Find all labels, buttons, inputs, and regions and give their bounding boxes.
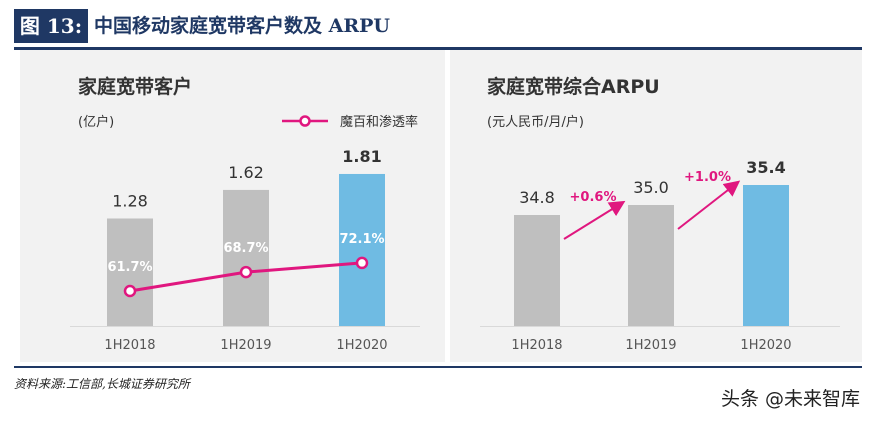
- bar-value-label: 1.81: [342, 147, 381, 166]
- bar-1H2020: [743, 185, 789, 326]
- bar-value-label: 35.4: [746, 158, 785, 177]
- chart-title: 家庭宽带综合ARPU: [487, 75, 660, 98]
- watermark-text: 头条 @未来智库: [720, 388, 860, 410]
- x-tick-label: 1H2018: [104, 338, 155, 353]
- y-axis-unit: (亿户): [78, 114, 114, 130]
- x-tick-label: 1H2018: [511, 338, 562, 353]
- y-axis-unit: (元人民币/月/户): [487, 114, 584, 130]
- x-tick-label: 1H2019: [625, 338, 676, 353]
- x-tick-label: 1H2020: [740, 338, 791, 353]
- broadband-customers-chart: 家庭宽带客户 (亿户) 魔百和渗透率 1.28 1H2018 1.62 1H2019 1.81…: [20, 50, 445, 362]
- bottom-rule: [14, 366, 862, 368]
- penetration-point: [123, 284, 137, 298]
- source-note: 资料来源:工信部,长城证券研究所: [14, 377, 190, 391]
- figure-header: 图 13: 中国移动家庭宽带客户数及 ARPU: [14, 9, 862, 50]
- bar-value-label: 35.0: [633, 178, 669, 197]
- broadband-customers-svg: 家庭宽带客户 (亿户) 魔百和渗透率 1.28 1H2018 1.62 1H2019 1.81…: [20, 50, 445, 362]
- x-tick-label: 1H2020: [336, 338, 387, 353]
- bar-value-label: 34.8: [519, 188, 555, 207]
- growth-label: +1.0%: [684, 170, 731, 185]
- penetration-label: 68.7%: [223, 241, 268, 256]
- penetration-label: 61.7%: [107, 260, 152, 275]
- broadband-arpu-svg: 家庭宽带综合ARPU (元人民币/月/户) 34.8 1H2018 35.0 1H2019…: [450, 50, 862, 362]
- bar-1H2018: [514, 215, 560, 326]
- penetration-point: [239, 265, 253, 279]
- figure-tag: 图 13:: [14, 9, 88, 43]
- legend-label: 魔百和渗透率: [340, 114, 418, 130]
- bar-1H2019: [223, 189, 269, 326]
- bar-value-label: 1.28: [112, 191, 148, 210]
- bar-value-label: 1.62: [228, 163, 264, 182]
- broadband-arpu-chart: 家庭宽带综合ARPU (元人民币/月/户) 34.8 1H2018 35.0 1H2019…: [450, 50, 862, 362]
- growth-arrow: [677, 180, 741, 230]
- growth-arrow: [563, 200, 626, 240]
- penetration-point: [355, 256, 369, 270]
- penetration-label: 72.1%: [339, 232, 384, 247]
- growth-label: +0.6%: [570, 190, 617, 205]
- x-tick-label: 1H2019: [220, 338, 271, 353]
- bar-1H2020: [339, 173, 385, 326]
- figure-title: 中国移动家庭宽带客户数及 ARPU: [94, 15, 391, 37]
- chart-title: 家庭宽带客户: [78, 75, 192, 98]
- legend-marker-swatch: [299, 115, 311, 127]
- bar-1H2019: [628, 205, 674, 326]
- bar-1H2018: [107, 218, 153, 326]
